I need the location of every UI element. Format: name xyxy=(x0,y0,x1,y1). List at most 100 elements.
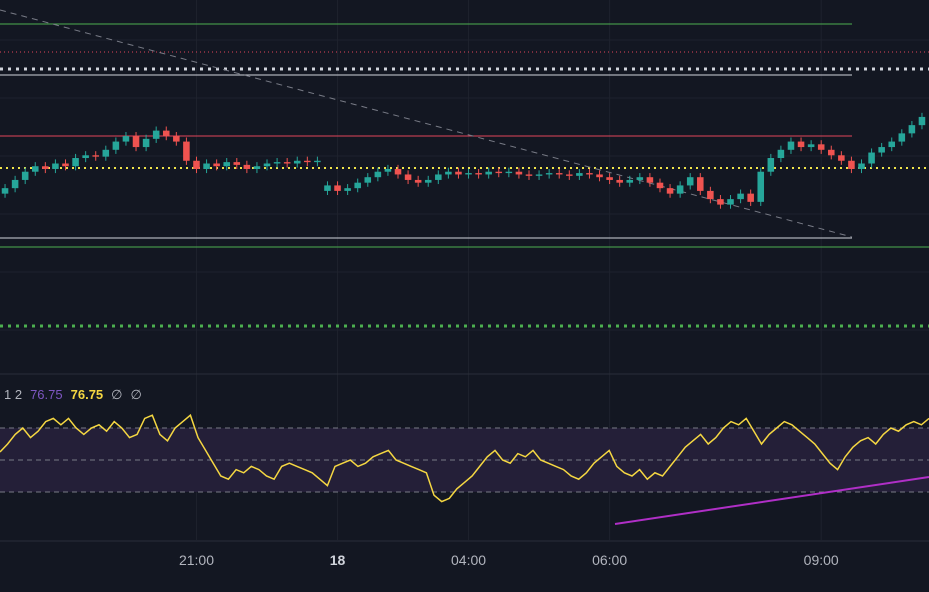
candle-down xyxy=(666,188,674,194)
candle-up xyxy=(112,141,120,150)
horizontal-levels xyxy=(0,9,929,328)
candle-up xyxy=(314,160,321,163)
candle-up xyxy=(858,163,865,169)
candle-down xyxy=(606,177,613,180)
candle-up xyxy=(293,160,301,164)
candle-up xyxy=(727,199,734,205)
candle-up xyxy=(445,171,452,175)
candle-down xyxy=(92,155,99,157)
rsi-line xyxy=(0,413,929,503)
candle-down xyxy=(656,182,664,189)
candle-up xyxy=(636,177,644,180)
candle-down xyxy=(525,174,533,176)
candle-up xyxy=(102,149,110,157)
candle-down xyxy=(515,171,523,175)
candle-up xyxy=(878,147,885,153)
candle-down xyxy=(233,162,241,165)
candle-up xyxy=(465,173,472,175)
candle-up xyxy=(535,174,543,176)
candle-up xyxy=(888,141,896,148)
candle-down xyxy=(586,173,593,175)
candle-up xyxy=(757,171,765,202)
rsi-extra-1: ∅ xyxy=(111,387,123,402)
candle-up xyxy=(787,141,795,150)
candle-down xyxy=(596,174,603,178)
candle-up xyxy=(777,149,785,159)
candle-up xyxy=(52,163,59,169)
rsi-legend[interactable]: 1 2 76.75 76.75 ∅ ∅ xyxy=(4,386,142,404)
candle-up xyxy=(505,171,513,174)
rsi-params: 1 2 xyxy=(4,387,23,402)
candle-up xyxy=(354,182,361,189)
candle-up xyxy=(203,163,210,169)
candle-up xyxy=(737,193,744,200)
candle-up xyxy=(686,177,694,186)
candle-down xyxy=(707,190,714,200)
candle-up xyxy=(424,179,432,183)
candle-down xyxy=(646,177,654,183)
candle-down xyxy=(495,171,503,174)
candle-down xyxy=(243,164,251,169)
candle-up xyxy=(545,173,553,175)
candle-up xyxy=(273,162,281,164)
candle-up xyxy=(898,133,906,142)
candle-up xyxy=(576,173,583,176)
candle-up xyxy=(435,174,442,180)
candle-up xyxy=(253,166,261,169)
time-label: 09:00 xyxy=(803,552,839,568)
candle-up xyxy=(223,162,230,167)
candle-down xyxy=(828,149,835,156)
candle-down xyxy=(62,163,69,167)
candle-down xyxy=(848,160,855,169)
rsi-pane xyxy=(0,413,929,525)
candlestick-series xyxy=(1,112,926,209)
candle-down xyxy=(414,179,422,183)
candle-up xyxy=(21,171,29,180)
candle-up xyxy=(263,163,271,167)
candle-down xyxy=(616,179,623,183)
rsi-extra-2: ∅ xyxy=(130,387,142,402)
candle-up xyxy=(364,177,372,183)
candle-down xyxy=(394,168,402,175)
candle-up xyxy=(767,158,775,172)
candle-down xyxy=(193,160,200,169)
rsi-value-2: 76.75 xyxy=(70,387,104,402)
candle-up xyxy=(676,185,684,194)
candle-down xyxy=(173,136,180,142)
candle-down xyxy=(838,155,845,161)
candle-down xyxy=(283,162,291,164)
dashed-trend-line xyxy=(0,9,853,238)
candle-up xyxy=(72,158,79,167)
rsi-value-1: 76.75 xyxy=(30,387,63,402)
time-label: 21:00 xyxy=(178,552,214,568)
candle-up xyxy=(31,166,39,172)
candle-down xyxy=(304,160,311,163)
candle-up xyxy=(142,138,150,148)
candle-up xyxy=(374,171,382,178)
candle-down xyxy=(717,199,724,205)
candle-down xyxy=(566,174,573,176)
candle-down xyxy=(455,171,462,175)
candle-down xyxy=(183,141,190,161)
time-label: 18 xyxy=(329,552,346,568)
candle-down xyxy=(162,130,170,137)
candle-up xyxy=(918,116,926,126)
candle-down xyxy=(797,141,805,148)
candle-up xyxy=(1,188,9,194)
grid-lines xyxy=(0,0,929,542)
candle-down xyxy=(42,166,49,169)
candle-down xyxy=(334,185,341,191)
candle-up xyxy=(324,185,331,191)
candle-up xyxy=(868,152,875,164)
candle-up xyxy=(807,144,815,148)
candle-up xyxy=(152,130,160,139)
candle-down xyxy=(697,177,704,191)
candle-up xyxy=(626,179,634,183)
candle-up xyxy=(11,179,19,189)
candle-down xyxy=(404,174,412,180)
candle-up xyxy=(122,136,130,142)
candle-up xyxy=(82,155,89,159)
candle-up xyxy=(384,168,392,172)
